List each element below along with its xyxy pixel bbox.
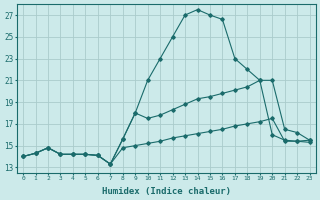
X-axis label: Humidex (Indice chaleur): Humidex (Indice chaleur) [102,187,231,196]
